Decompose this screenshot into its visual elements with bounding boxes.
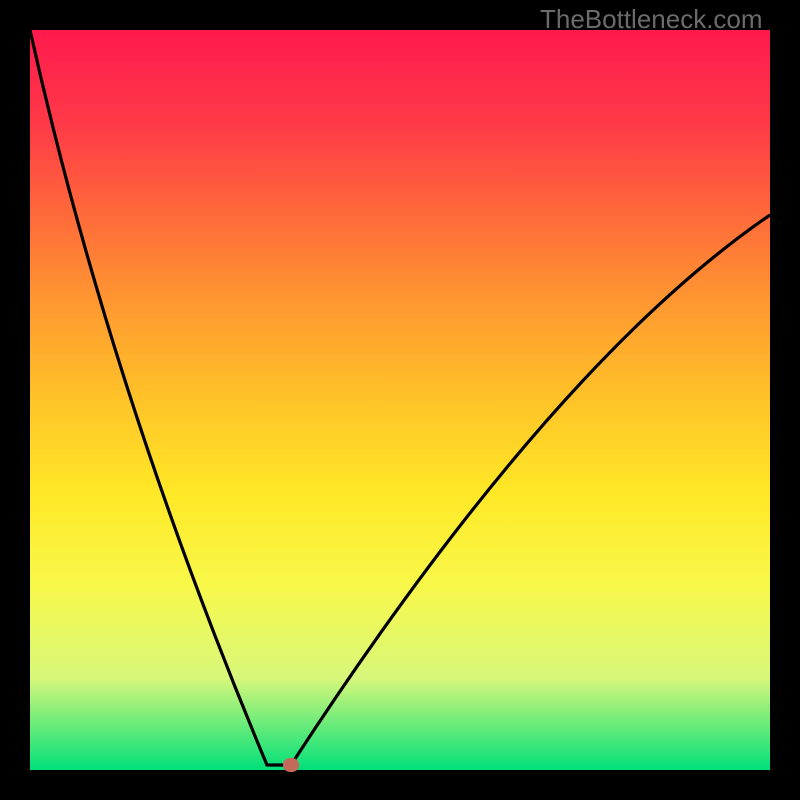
- minimum-marker: [283, 758, 299, 772]
- watermark-text: TheBottleneck.com: [540, 4, 763, 35]
- bottleneck-curve: [0, 0, 800, 800]
